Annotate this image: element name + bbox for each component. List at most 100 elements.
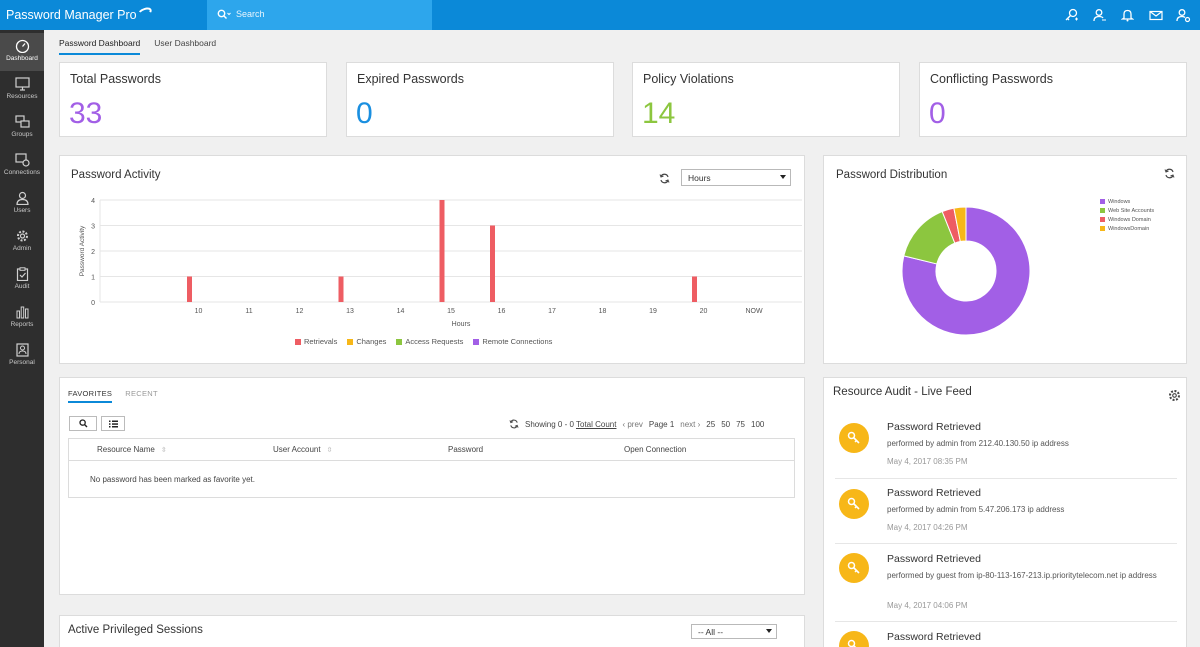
feed-item[interactable]: Password Retrieved [835, 631, 1177, 647]
stat-label: Conflicting Passwords [930, 72, 1053, 86]
search-input[interactable]: Search [207, 0, 432, 30]
favorites-tabs: FAVORITES RECENT [68, 389, 158, 403]
stat-label: Total Passwords [70, 72, 162, 86]
x-tick-label: 19 [649, 308, 657, 315]
total-count-link[interactable]: Total Count [576, 419, 617, 429]
sidebar-item-audit[interactable]: Audit [0, 261, 44, 299]
divider [835, 621, 1177, 622]
stat-card-policy-violations[interactable]: Policy Violations 14 [632, 62, 900, 137]
legend-label: Changes [356, 337, 387, 346]
legend-item[interactable]: Access Requests [396, 337, 463, 346]
feed-description: performed by admin from 5.47.206.173 ip … [887, 505, 1065, 514]
x-tick-label: 15 [447, 308, 455, 315]
sidebar-item-users[interactable]: Users [0, 185, 44, 223]
legend-label: WindowsDomain [1108, 225, 1150, 232]
tab-favorites[interactable]: FAVORITES [68, 389, 113, 403]
password-distribution-donut [901, 206, 1031, 336]
key-retrieve-icon [839, 423, 869, 453]
search-placeholder: Search [236, 9, 265, 19]
legend-item[interactable]: Changes [347, 337, 386, 346]
chevron-down-icon [780, 175, 786, 179]
x-tick-label: 13 [346, 308, 354, 315]
feed-description: performed by guest from ip-80-113-167-21… [887, 571, 1157, 580]
stat-card-conflicting-passwords[interactable]: Conflicting Passwords 0 [919, 62, 1187, 137]
x-tick-label: 20 [700, 308, 708, 315]
feed-item[interactable]: Password Retrieved performed by admin fr… [835, 421, 1177, 471]
legend-swatch [396, 338, 403, 345]
legend-item[interactable]: Windows [1100, 197, 1154, 206]
favorites-pager: Showing 0 - 0 Total Count ‹ prev Page 1 … [509, 419, 764, 429]
x-tick-label: NOW [745, 308, 763, 315]
feed-title: Password Retrieved [887, 421, 981, 433]
tab-recent[interactable]: RECENT [125, 389, 158, 398]
feed-time: May 4, 2017 08:35 PM [887, 457, 968, 466]
sidebar-item-dashboard[interactable]: Dashboard [0, 33, 44, 71]
legend-swatch [295, 338, 301, 345]
page-size-100[interactable]: 100 [751, 419, 765, 429]
bar [692, 276, 697, 302]
distribution-legend: Windows Web Site Accounts Windows Domain Wi… [1100, 197, 1154, 233]
legend-item[interactable]: Remote Connections [473, 337, 552, 346]
dashboard-tabs: Password Dashboard User Dashboard [59, 38, 216, 55]
activity-range-select[interactable]: Hours [681, 169, 791, 186]
bar [439, 200, 445, 302]
feed-title: Password Retrieved [887, 631, 981, 643]
user-settings-icon[interactable] [1175, 7, 1192, 24]
legend-swatch [1100, 226, 1105, 231]
gear-icon[interactable] [1168, 389, 1181, 402]
column-user-account[interactable]: User Account ⇳ [273, 445, 333, 454]
prev-button[interactable]: ‹ prev [622, 419, 643, 429]
refresh-icon[interactable] [509, 419, 519, 429]
feed-item[interactable]: Password Retrieved performed by guest fr… [835, 553, 1177, 615]
legend-label: Remote Connections [482, 337, 553, 346]
list-view-button[interactable] [101, 416, 125, 431]
sessions-filter-select[interactable]: -- All -- [691, 624, 777, 639]
chevron-down-icon [766, 629, 772, 633]
sidebar-item-personal[interactable]: Personal [0, 337, 44, 375]
tab-user-dashboard[interactable]: User Dashboard [154, 38, 217, 48]
sidebar-item-reports[interactable]: Reports [0, 299, 44, 337]
active-sessions-panel [59, 615, 805, 647]
refresh-icon[interactable] [659, 173, 670, 184]
search-button[interactable] [69, 416, 97, 431]
sidebar-item-groups[interactable]: Groups [0, 109, 44, 147]
legend-item[interactable]: Windows Domain [1100, 215, 1154, 224]
showing-text: Showing 0 - 0 [525, 419, 574, 429]
feed-time: May 4, 2017 04:06 PM [887, 601, 968, 610]
donut-slice [953, 206, 967, 243]
x-tick-label: 12 [296, 308, 304, 315]
key-retrieve-icon [839, 553, 869, 583]
bar-chart-icon [16, 306, 28, 319]
feed-item[interactable]: Password Retrieved performed by admin fr… [835, 487, 1177, 537]
activity-legend: Retrievals Changes Access Requests Remote C… [295, 337, 552, 346]
groups-icon [14, 115, 30, 128]
page-size-50[interactable]: 50 [721, 419, 731, 429]
page-size-25[interactable]: 25 [706, 419, 716, 429]
legend-swatch [347, 338, 354, 345]
legend-item[interactable]: Retrievals [295, 337, 337, 346]
y-tick-label: 4 [91, 198, 95, 205]
key-add-icon[interactable] [1063, 7, 1080, 24]
stat-card-total-passwords[interactable]: Total Passwords 33 [59, 62, 327, 137]
tab-password-dashboard[interactable]: Password Dashboard [59, 38, 141, 55]
mail-icon[interactable] [1147, 7, 1164, 24]
list-icon [108, 420, 118, 427]
stat-card-expired-passwords[interactable]: Expired Passwords 0 [346, 62, 614, 137]
sidebar-item-resources[interactable]: Resources [0, 71, 44, 109]
search-icon [217, 9, 231, 19]
user-access-icon[interactable] [1091, 7, 1108, 24]
refresh-icon[interactable] [1164, 168, 1175, 179]
connections-icon [14, 153, 30, 167]
bell-icon[interactable] [1119, 7, 1136, 24]
sidebar-item-admin[interactable]: Admin [0, 223, 44, 261]
next-button[interactable]: next › [680, 419, 701, 429]
page-size-75[interactable]: 75 [736, 419, 746, 429]
legend-item[interactable]: Web Site Accounts [1100, 206, 1154, 215]
sidebar-item-connections[interactable]: Connections [0, 147, 44, 185]
app-logo[interactable]: Password Manager Pro [0, 0, 206, 30]
dashboard-icon [15, 39, 29, 53]
legend-item[interactable]: WindowsDomain [1100, 224, 1154, 233]
x-tick-label: 11 [245, 308, 252, 315]
column-resource-name[interactable]: Resource Name ⇳ [97, 445, 167, 454]
gear-icon [16, 230, 28, 242]
